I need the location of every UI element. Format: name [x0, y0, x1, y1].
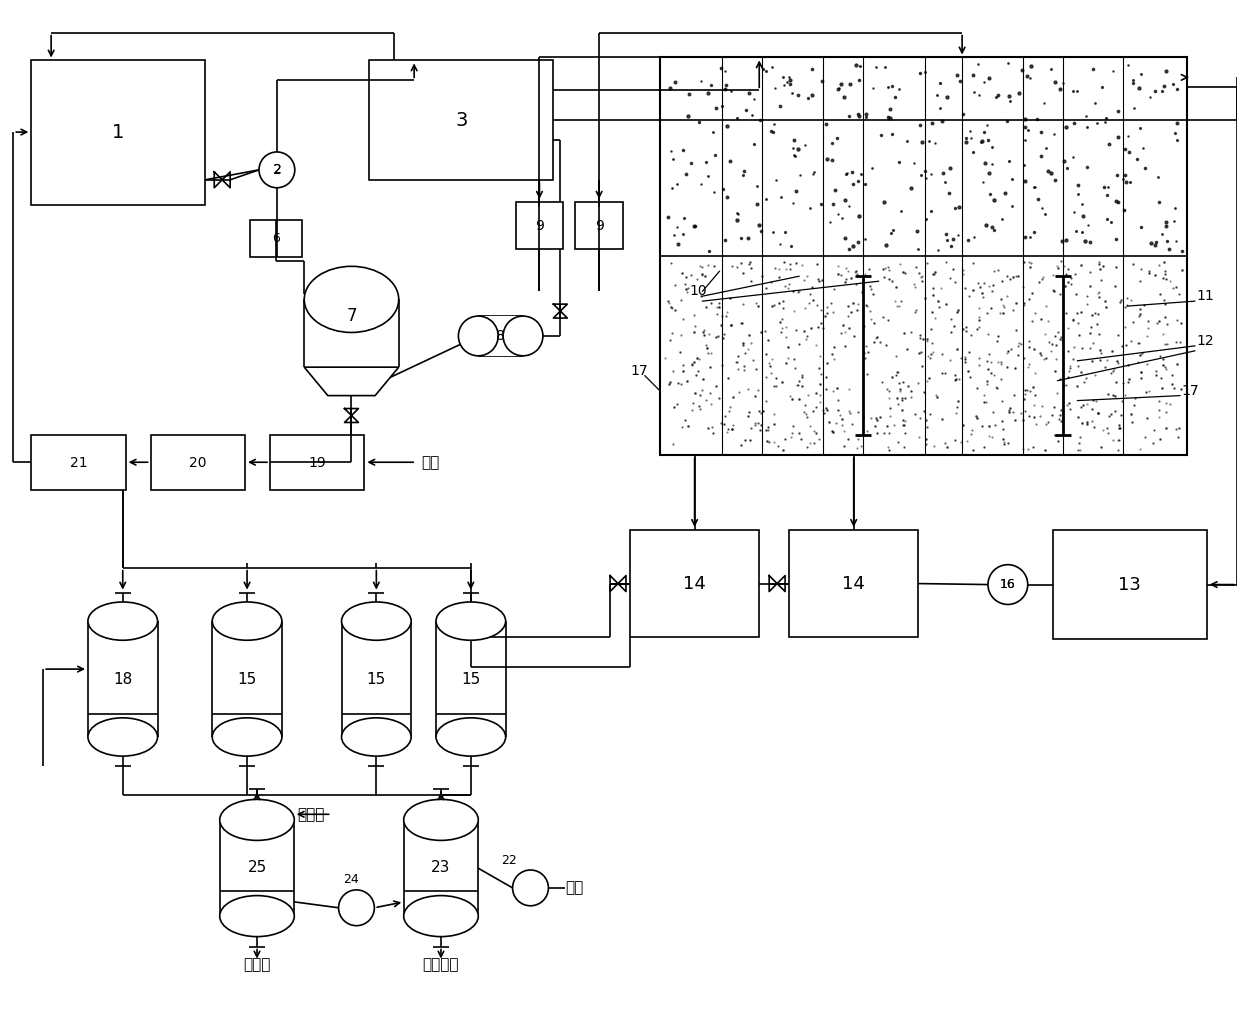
Bar [789, 530, 919, 637]
Ellipse shape [341, 718, 412, 756]
Ellipse shape [404, 800, 479, 840]
Text: 22: 22 [501, 853, 517, 866]
Bar [575, 201, 622, 250]
Bar [479, 316, 523, 356]
Text: 洗滤液: 洗滤液 [243, 957, 270, 972]
Text: 16: 16 [999, 578, 1016, 591]
Ellipse shape [212, 718, 281, 756]
Text: 空气: 空气 [565, 881, 584, 896]
Circle shape [512, 870, 548, 906]
Ellipse shape [304, 266, 399, 333]
Text: 9: 9 [534, 218, 544, 233]
Text: 10: 10 [689, 284, 707, 298]
Bar [31, 436, 125, 490]
Ellipse shape [212, 602, 281, 640]
Text: 16: 16 [999, 578, 1016, 591]
Text: 13: 13 [1118, 575, 1141, 593]
Text: 24: 24 [343, 874, 360, 887]
Bar [1053, 530, 1207, 639]
Circle shape [339, 890, 374, 926]
Text: 8: 8 [496, 329, 505, 343]
Bar [516, 201, 563, 250]
Ellipse shape [88, 718, 157, 756]
Text: 7: 7 [346, 307, 357, 326]
Text: 洗滤水: 洗滤水 [296, 807, 324, 822]
Text: 3: 3 [455, 110, 467, 129]
Ellipse shape [219, 800, 294, 840]
Text: 6: 6 [272, 232, 280, 245]
Bar [150, 436, 246, 490]
Text: 1: 1 [112, 123, 124, 143]
Text: 14: 14 [683, 574, 706, 592]
Ellipse shape [436, 602, 506, 640]
Text: 9: 9 [595, 218, 604, 233]
Ellipse shape [88, 602, 157, 640]
Text: 19: 19 [309, 456, 326, 470]
Bar [630, 530, 759, 637]
Bar [31, 61, 206, 204]
Ellipse shape [341, 602, 412, 640]
Text: 20: 20 [188, 456, 207, 470]
Text: 2: 2 [273, 164, 280, 176]
Circle shape [988, 565, 1028, 605]
Text: 12: 12 [1197, 334, 1214, 348]
Text: 14: 14 [842, 574, 866, 592]
Text: 17: 17 [630, 364, 647, 378]
Bar [250, 219, 301, 258]
Text: 18: 18 [113, 671, 133, 686]
Bar [304, 299, 399, 367]
Text: 残渣收集: 残渣收集 [423, 957, 459, 972]
Bar [370, 61, 553, 180]
Text: 11: 11 [1197, 289, 1214, 303]
Ellipse shape [404, 896, 479, 936]
Bar [270, 436, 365, 490]
Polygon shape [304, 367, 399, 395]
Bar [660, 58, 1187, 455]
Ellipse shape [219, 896, 294, 936]
Circle shape [259, 152, 295, 188]
Ellipse shape [436, 718, 506, 756]
Text: 21: 21 [69, 456, 87, 470]
Text: 稻秆: 稻秆 [422, 455, 439, 470]
Text: 15: 15 [367, 671, 386, 686]
Text: 17: 17 [1182, 383, 1199, 397]
Ellipse shape [503, 316, 543, 356]
Text: 25: 25 [248, 860, 267, 876]
Text: 23: 23 [432, 860, 450, 876]
Text: 2: 2 [273, 163, 281, 177]
Text: 15: 15 [461, 671, 480, 686]
Text: 15: 15 [237, 671, 257, 686]
Ellipse shape [459, 316, 498, 356]
